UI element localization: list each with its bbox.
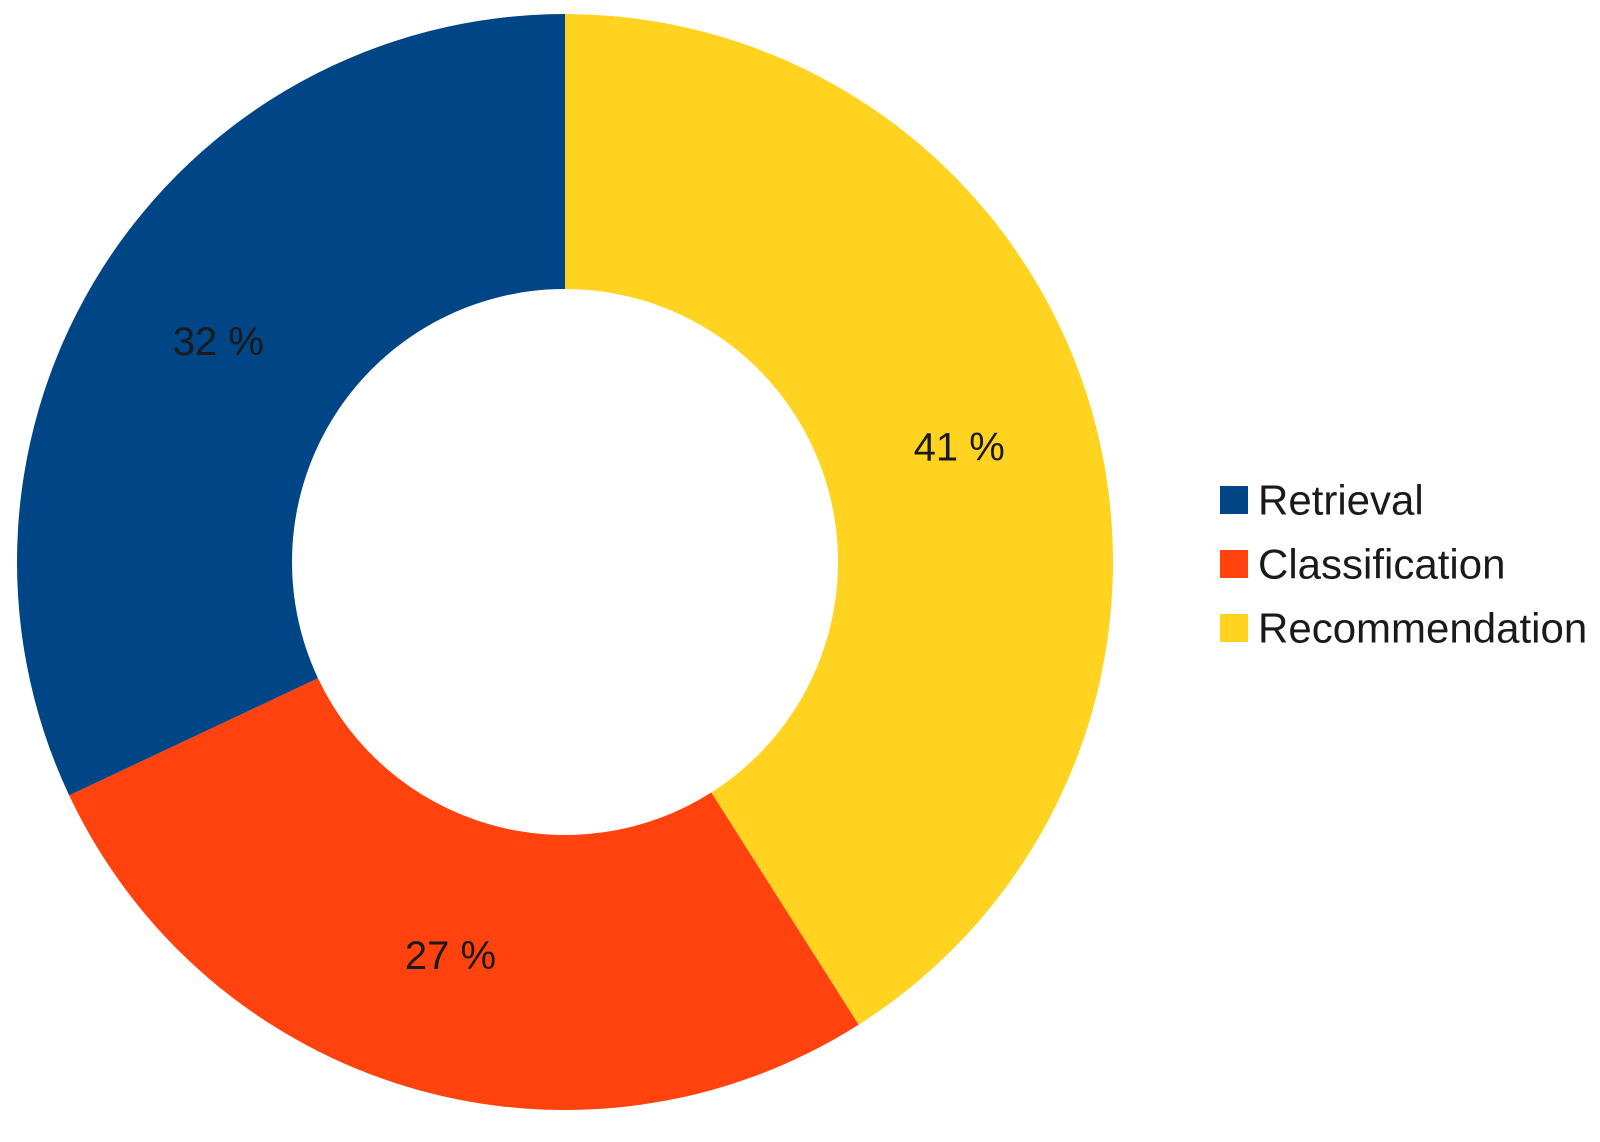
legend-swatch-retrieval (1220, 486, 1248, 514)
legend-label-classification: Classification (1258, 541, 1505, 588)
slices-layer (16, 14, 1113, 1110)
legend-label-recommendation: Recommendation (1258, 605, 1587, 652)
slice-value-label-classification: 27 % (405, 934, 496, 978)
slice-value-label-recommendation: 41 % (914, 425, 1005, 469)
slice-recommendation (565, 14, 1113, 1025)
slice-classification (69, 678, 859, 1110)
legend-label-retrieval: Retrieval (1258, 477, 1424, 524)
slice-value-label-retrieval: 32 % (173, 320, 264, 364)
legend: Retrieval Classification Recommendation (1220, 477, 1587, 652)
legend-swatch-classification (1220, 550, 1248, 578)
legend-swatch-recommendation (1220, 614, 1248, 642)
slice-labels-layer: 41 % 27 % 32 % (173, 320, 1005, 978)
slice-retrieval (16, 14, 565, 796)
